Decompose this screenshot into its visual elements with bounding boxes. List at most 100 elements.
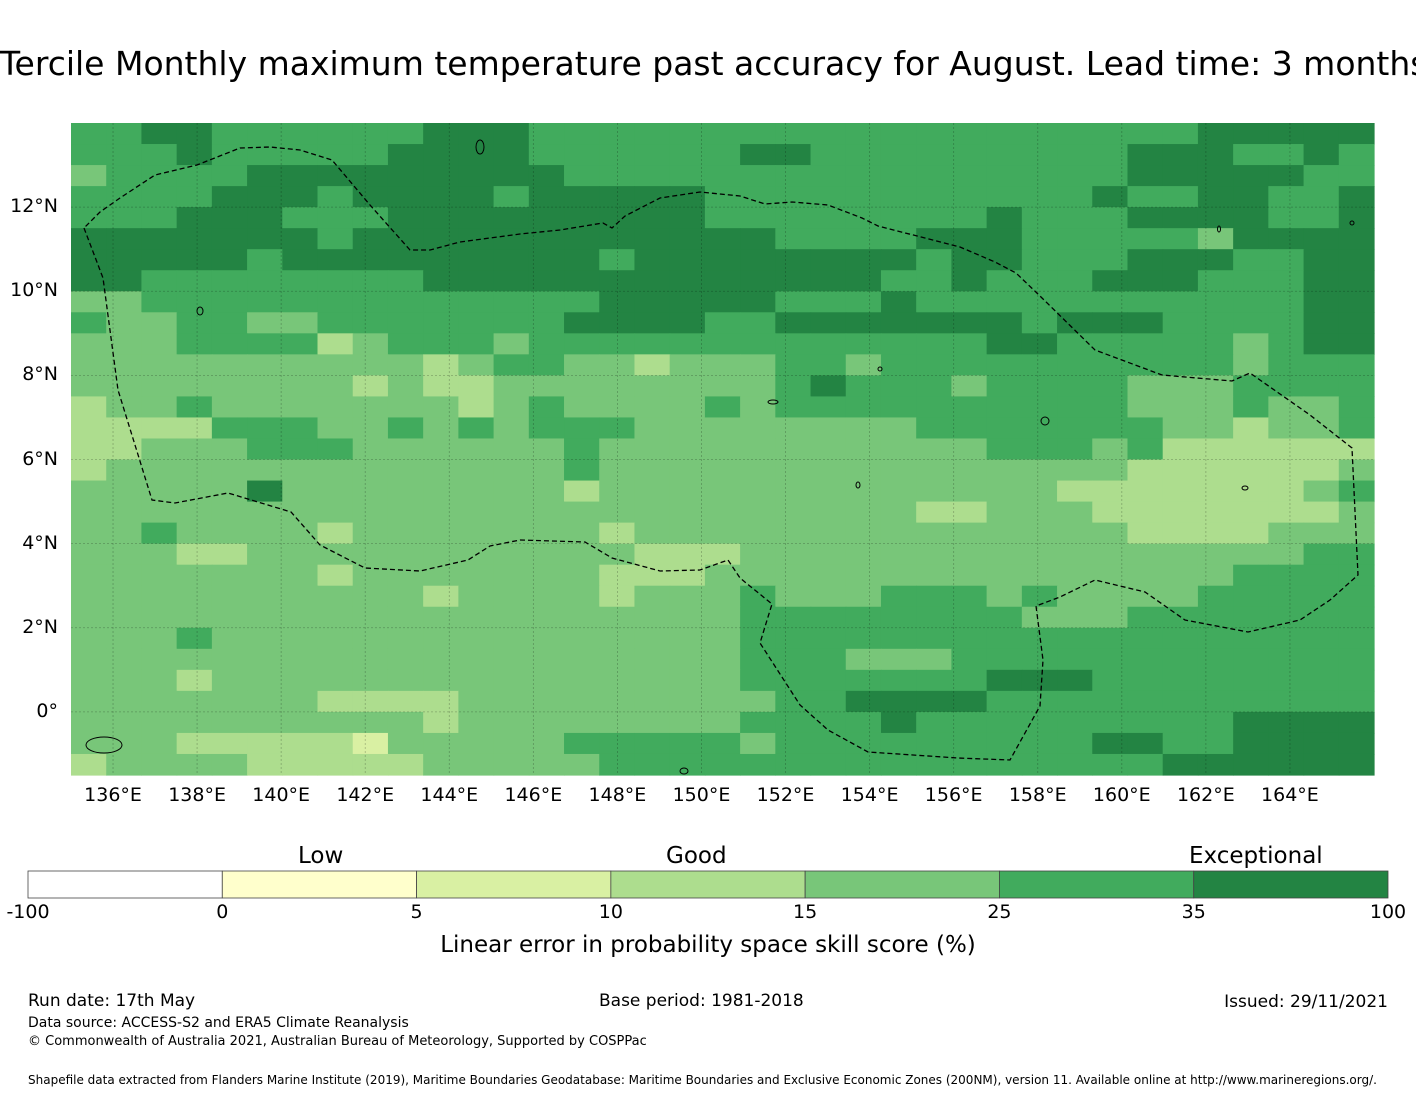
map-cell — [669, 669, 706, 692]
map-cell — [986, 312, 1023, 334]
map-cell — [387, 501, 424, 524]
map-cell — [845, 543, 882, 566]
map-cell — [951, 606, 988, 629]
map-cell — [1162, 270, 1199, 292]
map-cell — [916, 606, 953, 629]
map-cell — [1092, 627, 1129, 650]
map-cell — [564, 270, 600, 292]
map-cell — [634, 375, 671, 398]
map-cell — [1021, 333, 1058, 355]
map-cell — [317, 249, 354, 271]
map-cell — [141, 732, 178, 755]
map-cell — [141, 165, 178, 187]
map-cell — [458, 123, 495, 145]
map-cell — [352, 711, 389, 734]
map-cell — [211, 669, 248, 692]
map-cell — [106, 354, 143, 376]
map-cell — [775, 165, 812, 187]
colorbar-tick: 25 — [987, 901, 1012, 923]
map-cell — [564, 438, 600, 461]
map-cell — [71, 648, 107, 671]
map-cell — [247, 396, 283, 419]
map-cell — [599, 228, 636, 250]
map-cell — [880, 438, 917, 461]
map-cell — [1162, 501, 1199, 524]
map-cell — [1021, 711, 1058, 734]
map-cell — [740, 270, 776, 292]
map-cell — [71, 165, 107, 187]
map-cell — [916, 333, 953, 355]
map-cell — [211, 144, 248, 166]
map-cell — [1021, 753, 1058, 776]
map-cell — [247, 606, 283, 629]
map-cell — [1092, 186, 1129, 208]
map-cell — [211, 606, 248, 629]
map-cell — [845, 165, 882, 187]
map-cell — [282, 123, 319, 145]
map-cell — [1303, 186, 1340, 208]
map-cell — [740, 669, 776, 692]
map-cell — [1092, 606, 1129, 629]
map-cell — [916, 312, 953, 334]
map-cell — [352, 753, 389, 776]
map-cell — [704, 606, 741, 629]
map-cell — [986, 459, 1023, 482]
map-cell — [211, 543, 248, 566]
map-cell — [282, 459, 319, 482]
map-cell — [740, 333, 776, 355]
map-cell — [141, 228, 178, 250]
map-cell — [1092, 375, 1129, 398]
map-cell — [71, 585, 107, 608]
map-cell — [740, 564, 776, 587]
map-cell — [1233, 123, 1269, 145]
map-cell — [740, 543, 776, 566]
map-cell — [1127, 732, 1164, 755]
map-cell — [247, 753, 283, 776]
map-cell — [247, 417, 283, 440]
latitude-tick: 10°N — [10, 279, 58, 302]
map-cell — [423, 459, 459, 482]
map-cell — [880, 123, 917, 145]
latitude-tick: 6°N — [22, 447, 58, 470]
map-cell — [634, 753, 671, 776]
map-cell — [1127, 249, 1164, 271]
map-cell — [211, 291, 248, 313]
map-cell — [71, 690, 107, 713]
map-cell — [1021, 270, 1058, 292]
map-cell — [916, 270, 953, 292]
map-cell — [704, 249, 741, 271]
map-cell — [282, 438, 319, 461]
map-cell — [1303, 228, 1340, 250]
map-cell — [352, 123, 389, 145]
map-cell — [1127, 711, 1164, 734]
colorbar — [27, 870, 1389, 899]
map-cell — [845, 564, 882, 587]
map-cell — [493, 543, 530, 566]
map-cell — [1233, 438, 1269, 461]
category-low: Low — [298, 843, 344, 869]
map-cell — [599, 438, 636, 461]
map-cell — [211, 480, 248, 503]
map-cell — [986, 690, 1023, 713]
map-cell — [387, 291, 424, 313]
map-cell — [528, 522, 565, 545]
map-cell — [1057, 564, 1093, 587]
longitude-tick: 162°E — [1176, 784, 1235, 806]
map-cell — [493, 270, 530, 292]
map-cell — [1303, 249, 1340, 271]
map-cell — [1092, 333, 1129, 355]
map-cell — [423, 480, 459, 503]
map-cell — [740, 123, 776, 145]
map-cell — [1092, 669, 1129, 692]
map-cell — [1092, 165, 1129, 187]
map-cell — [1021, 480, 1058, 503]
map-cell — [669, 585, 706, 608]
map-cell — [1197, 606, 1234, 629]
map-cell — [1021, 585, 1058, 608]
map-cell — [106, 144, 143, 166]
map-cell — [986, 648, 1023, 671]
map-cell — [141, 711, 178, 734]
map-cell — [1338, 606, 1375, 629]
map-cell — [704, 228, 741, 250]
